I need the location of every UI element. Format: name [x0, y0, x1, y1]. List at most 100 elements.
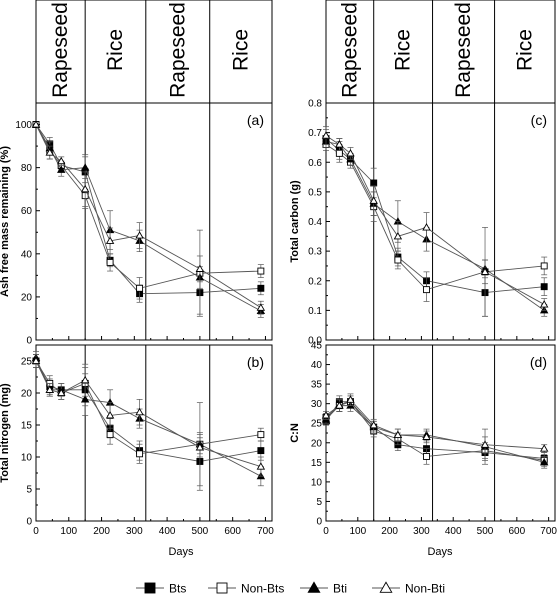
y-tick-label-b: 10 — [21, 453, 33, 464]
x-tick-label-b: 700 — [257, 526, 274, 537]
x-tick-label-d: 100 — [349, 526, 366, 537]
y-tick-label-d: 10 — [311, 477, 323, 488]
legend-label-bts: Bts — [169, 582, 186, 596]
crop-period-strip-left: Rapeseed Rice Rapeseed Rice — [35, 0, 273, 104]
y-tick-label-d: 5 — [316, 497, 322, 508]
series-line-non-bts-a — [35, 124, 261, 289]
crop-period-label-right: Rice — [513, 29, 536, 71]
data-point-non-bti-c — [422, 223, 431, 231]
panel-b-total-nitrogen: 0 100 200 300 400 500 600 700 0 5 10 15 20 25 Total ni… — [0, 344, 274, 537]
data-point-non-bti-a — [135, 231, 144, 239]
y-tick-label-a: 20 — [21, 292, 33, 303]
y-tick-label-d: 35 — [311, 380, 323, 391]
data-point-non-bts-c — [423, 286, 430, 294]
x-axis-label-left: Days — [168, 546, 194, 558]
data-point-bti-d — [539, 457, 549, 466]
data-point-non-bti-c — [335, 140, 344, 148]
y-tick-label-b: 0 — [26, 517, 32, 528]
data-point-non-bts-d — [423, 453, 430, 460]
x-tick-label-d: 700 — [540, 526, 557, 537]
data-point-non-bti-c — [369, 196, 378, 204]
series-line-bts-d — [325, 401, 545, 459]
data-point-non-bti-d — [393, 430, 403, 438]
x-tick-label-b: 600 — [224, 526, 241, 537]
y-axis-label-a: Ash free mass remaining (%) — [0, 146, 11, 297]
y-tick-label-a: 100 — [15, 120, 32, 131]
y-tick-label-b: 20 — [21, 389, 33, 400]
x-tick-label-b: 100 — [60, 526, 77, 537]
x-tick-label-b: 500 — [192, 526, 209, 537]
series-line-non-bti-a — [35, 124, 262, 309]
panel-label-d: (d) — [530, 354, 547, 370]
legend: Bts Non-Bts Bti Non-Bti — [136, 581, 445, 596]
data-point-non-bti-c — [346, 149, 355, 157]
x-axis-label-right: Days — [427, 546, 453, 558]
data-point-non-bti-a — [80, 184, 90, 193]
legend-label-non-bts: Non-Bts — [241, 582, 284, 596]
data-point-non-bti-a — [256, 303, 266, 311]
data-point-non-bti-d — [321, 411, 331, 419]
data-point-non-bts-c — [540, 262, 548, 270]
series-line-bti-c — [325, 141, 545, 311]
crop-period-label-right: Rapeseed — [338, 2, 361, 98]
y-tick-label-a: 40 — [21, 249, 33, 260]
legend-marker-non-bts — [216, 582, 228, 594]
data-point-non-bti-a — [31, 120, 41, 128]
series-line-non-bti-b — [35, 360, 261, 468]
data-point-non-bti-a — [57, 156, 66, 165]
data-point-non-bti-c — [393, 231, 403, 240]
y-tick-label-d: 40 — [311, 360, 323, 371]
data-point-non-bts-a — [257, 267, 265, 275]
y-tick-label-a: 0 — [26, 336, 32, 347]
data-point-non-bti-a — [105, 236, 115, 244]
data-point-non-bti-d — [480, 440, 490, 448]
x-tick-label-d: 200 — [381, 526, 398, 537]
y-tick-label-b: 15 — [21, 421, 33, 432]
x-tick-label-b: 200 — [93, 526, 110, 537]
data-point-non-bti-d — [539, 444, 549, 452]
data-point-non-bts-a — [106, 258, 114, 266]
data-point-bti-a — [80, 163, 90, 171]
panel-c-total-carbon: 0.0 0.1 0.2 0.3 0.4 0.5 0.6 0.7 0.8 Total carbon … — [289, 99, 556, 347]
panel-label-a: (a) — [247, 112, 264, 128]
x-tick-label-d: 600 — [508, 526, 525, 537]
series-line-bts-a — [35, 124, 261, 295]
y-axis-label-d: C:N — [289, 423, 301, 443]
crop-period-label-left: Rice — [229, 29, 252, 71]
legend-marker-bti — [307, 581, 321, 593]
y-tick-label-d: 0 — [316, 517, 322, 528]
data-point-non-bti-b — [45, 385, 54, 393]
y-axis-label-b: Total nitrogen (mg) — [0, 383, 11, 483]
data-point-non-bts-c — [335, 149, 343, 157]
data-point-non-bti-a — [195, 264, 205, 272]
data-point-non-bti-c — [480, 267, 490, 275]
panel-label-c: (c) — [531, 112, 547, 128]
x-tick-label-d: 300 — [413, 526, 430, 537]
data-point-non-bti-d — [346, 395, 355, 403]
data-point-bti-a — [57, 165, 66, 173]
plot-frame-d — [325, 344, 556, 522]
crop-period-strip-right: Rapeseed Rice Rapeseed Rice — [325, 0, 556, 104]
legend-label-non-bti: Non-Bti — [405, 582, 445, 596]
crop-period-label-right: Rapeseed — [452, 2, 475, 98]
legend-marker-bts — [144, 582, 156, 594]
data-point-non-bti-c — [539, 300, 549, 308]
y-axis-label-c: Total carbon (g) — [289, 180, 301, 263]
data-point-bts-c — [370, 179, 378, 187]
legend-label-bti: Bti — [333, 582, 347, 596]
data-point-bts-a — [257, 284, 265, 292]
data-point-non-bti-b — [135, 407, 144, 416]
data-point-non-bti-b — [31, 356, 41, 365]
series-line-non-bti-d — [325, 399, 545, 450]
series-line-bti-d — [325, 405, 545, 463]
x-tick-label-b: 300 — [126, 526, 143, 537]
y-tick-label-b: 25 — [21, 357, 33, 368]
data-point-non-bti-a — [45, 148, 54, 156]
y-tick-label-c: 0.0 — [308, 336, 322, 347]
data-point-non-bti-b — [57, 388, 66, 397]
panel-d-cn-ratio: 0 100 200 300 400 500 600 700 0 5 10 15 20 25 30 35 40 45… — [289, 341, 557, 538]
y-tick-label-c: 0.2 — [308, 276, 322, 287]
y-tick-label-d: 30 — [311, 399, 323, 410]
x-tick-label-d: 500 — [477, 526, 494, 537]
